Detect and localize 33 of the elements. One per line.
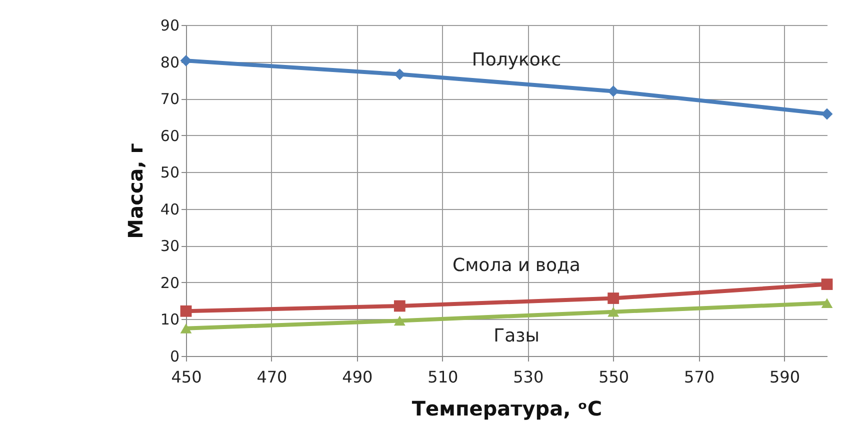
point — [394, 316, 406, 326]
x-tick-label: 490 — [342, 368, 373, 386]
point — [821, 108, 833, 120]
x-tick-label: 530 — [513, 368, 544, 386]
y-tick-label: 20 — [160, 274, 180, 292]
y-tick-label: 90 — [160, 16, 180, 34]
series-label: Газы — [494, 325, 540, 346]
y-tick-label: 40 — [160, 200, 180, 218]
point — [394, 300, 406, 312]
series-label: Полукокс — [472, 50, 562, 71]
y-tick-label: 10 — [160, 310, 180, 329]
series-label: Смола и вода — [452, 255, 580, 276]
point — [608, 306, 620, 317]
x-tick-label: 550 — [598, 368, 630, 386]
point — [608, 292, 620, 304]
y-tick-label: 70 — [160, 90, 180, 108]
y-tick-label: 80 — [160, 53, 180, 72]
x-tick-label: 590 — [769, 368, 800, 386]
point — [180, 323, 192, 334]
x-tick-label: 470 — [256, 368, 288, 386]
x-tick-label: 450 — [171, 368, 202, 386]
point — [608, 86, 620, 97]
point — [821, 298, 833, 308]
x-tick-label: 510 — [428, 368, 458, 386]
y-axis-title: Масса, г — [123, 143, 148, 239]
point — [821, 278, 833, 290]
y-tick-label: 0 — [170, 348, 180, 366]
x-axis-title: Температура, ᵒC — [412, 396, 602, 420]
x-tick-label: 570 — [684, 368, 715, 386]
point — [180, 305, 192, 317]
y-tick-label: 50 — [160, 164, 180, 182]
y-tick-label: 30 — [160, 237, 180, 256]
y-tick-label: 60 — [160, 126, 180, 145]
